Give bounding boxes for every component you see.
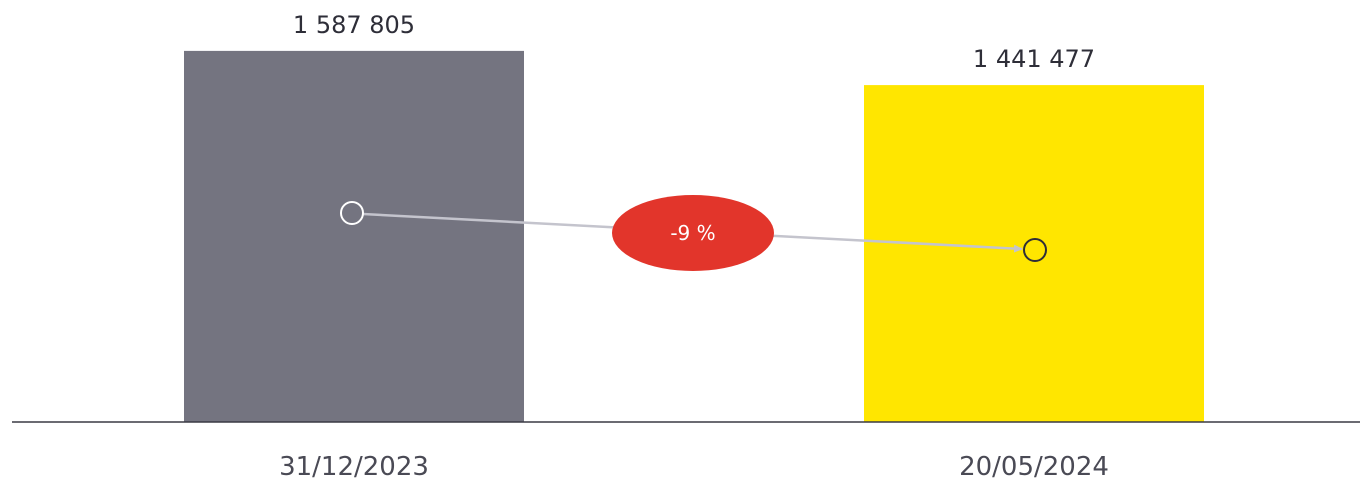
- start-marker: [340, 201, 364, 225]
- labels-layer: 1 587 805 31/12/2023 1 441 477 20/05/2024: [279, 11, 1109, 479]
- end-marker: [1023, 238, 1047, 262]
- category-label-1: 31/12/2023: [279, 452, 429, 479]
- change-indicator: -9 %: [340, 195, 1047, 271]
- value-label-2: 1 441 477: [973, 45, 1095, 73]
- category-label-2: 20/05/2024: [959, 452, 1109, 479]
- bars-layer: [184, 50, 1204, 423]
- bar-2: [864, 85, 1204, 423]
- change-badge: [612, 195, 774, 271]
- change-badge-label: -9 %: [670, 221, 715, 245]
- value-label-1: 1 587 805: [293, 11, 415, 39]
- bar-1: [184, 50, 524, 423]
